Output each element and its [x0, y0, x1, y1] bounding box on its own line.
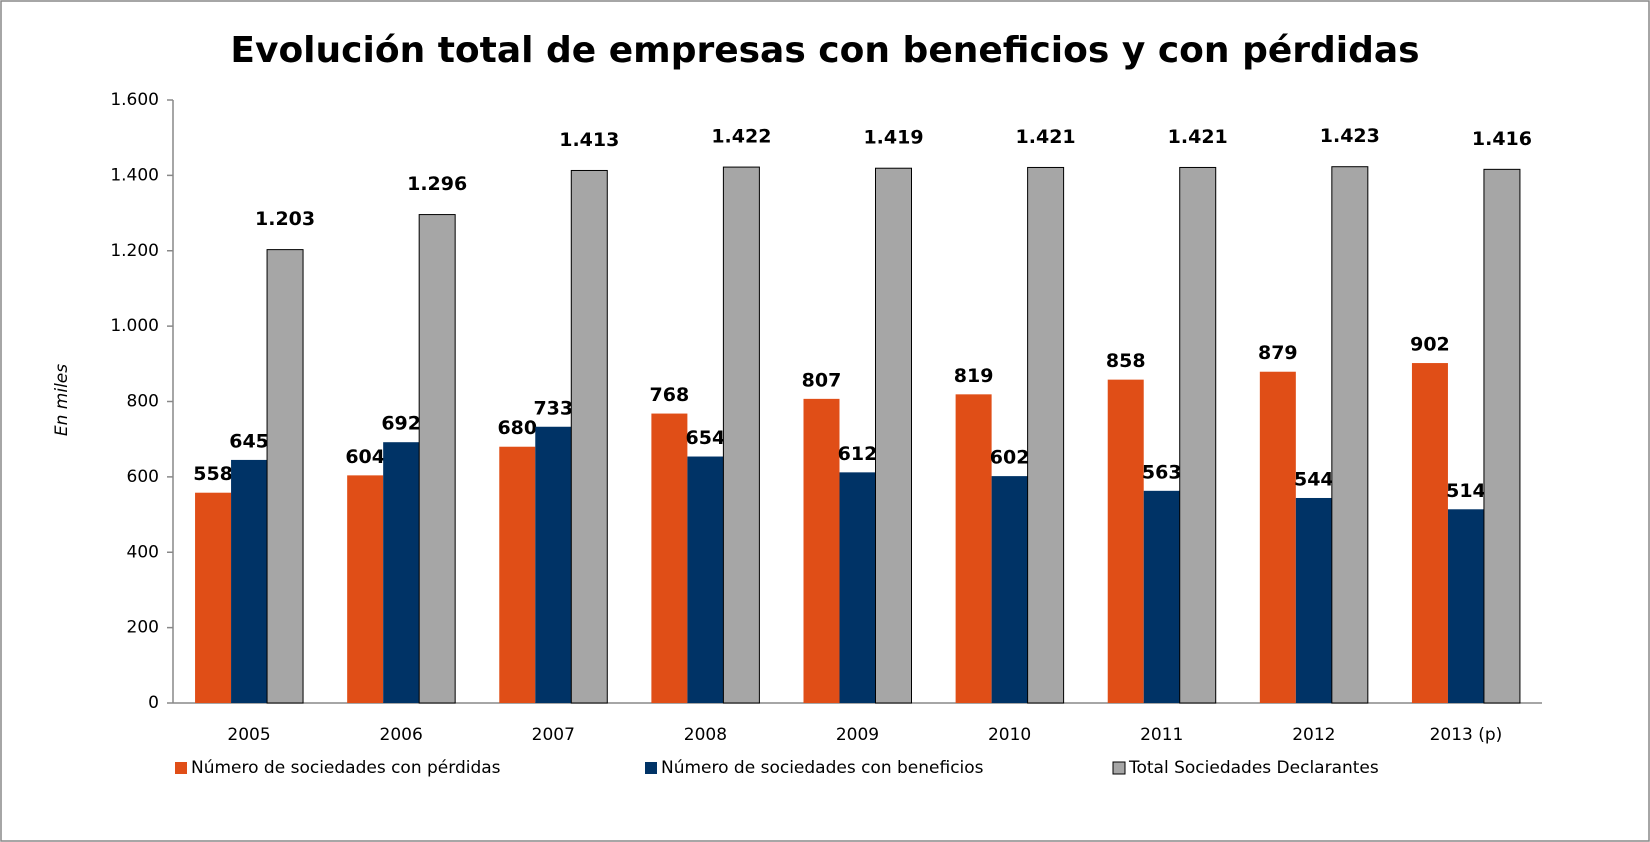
- bar: [1259, 371, 1296, 703]
- legend-label: Número de sociedades con pérdidas: [191, 758, 501, 778]
- data-label: 858: [1106, 350, 1146, 372]
- data-label: 879: [1258, 342, 1298, 364]
- data-label: 680: [497, 417, 537, 439]
- x-tick-label: 2008: [684, 725, 727, 745]
- data-label: 602: [990, 447, 1030, 469]
- data-label: 819: [954, 365, 994, 387]
- data-label: 733: [533, 397, 573, 419]
- data-label: 1.422: [711, 126, 771, 148]
- y-tick-label: 200: [127, 618, 159, 638]
- y-tick-label: 400: [127, 542, 159, 562]
- y-tick-label: 1.600: [110, 90, 159, 110]
- data-label: 1.296: [407, 173, 467, 195]
- data-label: 645: [229, 430, 269, 452]
- bar: [1027, 166, 1065, 704]
- bar: [347, 475, 384, 703]
- data-label: 768: [650, 384, 690, 406]
- data-label: 1.413: [559, 129, 619, 151]
- y-tick-label: 600: [127, 467, 159, 487]
- bar: [535, 426, 572, 703]
- bar: [418, 214, 456, 704]
- bar: [839, 472, 876, 703]
- y-tick-label: 0: [148, 693, 159, 713]
- bar: [687, 456, 724, 703]
- bar: [651, 413, 688, 703]
- data-label: 902: [1410, 334, 1450, 356]
- bar: [195, 492, 232, 703]
- data-label: 1.203: [255, 208, 315, 230]
- x-tick-label: 2009: [836, 725, 879, 745]
- data-label: 692: [381, 413, 421, 435]
- bar: [1411, 363, 1448, 703]
- data-label: 1.421: [1016, 126, 1076, 148]
- bar: [1179, 166, 1217, 704]
- bar: [266, 249, 304, 704]
- bar: [803, 398, 840, 703]
- bar: [1107, 379, 1144, 703]
- legend-swatch: [1112, 761, 1126, 775]
- data-label: 654: [686, 427, 726, 449]
- legend-swatch: [645, 762, 657, 774]
- bar: [1143, 490, 1180, 703]
- bar: [1331, 166, 1369, 704]
- y-tick-label: 1.400: [110, 165, 159, 185]
- chart-title: Evolución total de empresas con benefici…: [230, 30, 1419, 71]
- data-label: 1.421: [1168, 126, 1228, 148]
- bar: [955, 394, 992, 703]
- bar: [1483, 168, 1521, 704]
- bar: [231, 459, 268, 703]
- bar: [499, 446, 536, 703]
- data-label: 544: [1294, 468, 1334, 490]
- data-label: 807: [802, 369, 842, 391]
- bar: [991, 476, 1028, 703]
- data-label: 558: [193, 463, 233, 485]
- bar: [722, 166, 760, 704]
- legend-label: Número de sociedades con beneficios: [661, 758, 984, 778]
- data-label: 563: [1142, 461, 1182, 483]
- data-label: 514: [1446, 480, 1486, 502]
- data-label: 604: [345, 446, 385, 468]
- x-tick-label: 2012: [1292, 725, 1335, 745]
- bar: [1295, 497, 1332, 703]
- data-label: 1.419: [863, 127, 923, 149]
- data-label: 1.416: [1472, 128, 1532, 150]
- data-label: 1.423: [1320, 125, 1380, 147]
- bar: [570, 169, 608, 704]
- bar: [875, 167, 912, 704]
- legend-label: Total Sociedades Declarantes: [1128, 758, 1379, 778]
- bar: [1447, 509, 1484, 703]
- x-tick-label: 2005: [227, 725, 270, 745]
- y-tick-label: 1.000: [110, 316, 159, 336]
- data-label: 612: [838, 443, 878, 465]
- x-tick-label: 2013 (p): [1430, 725, 1503, 745]
- x-tick-label: 2010: [988, 725, 1031, 745]
- y-tick-label: 800: [127, 392, 159, 412]
- bar: [383, 442, 420, 703]
- x-tick-label: 2011: [1140, 725, 1183, 745]
- y-axis-label: En miles: [52, 364, 72, 436]
- x-tick-label: 2007: [532, 725, 575, 745]
- x-tick-label: 2006: [380, 725, 423, 745]
- y-tick-label: 1.200: [110, 241, 159, 261]
- legend-swatch: [175, 762, 187, 774]
